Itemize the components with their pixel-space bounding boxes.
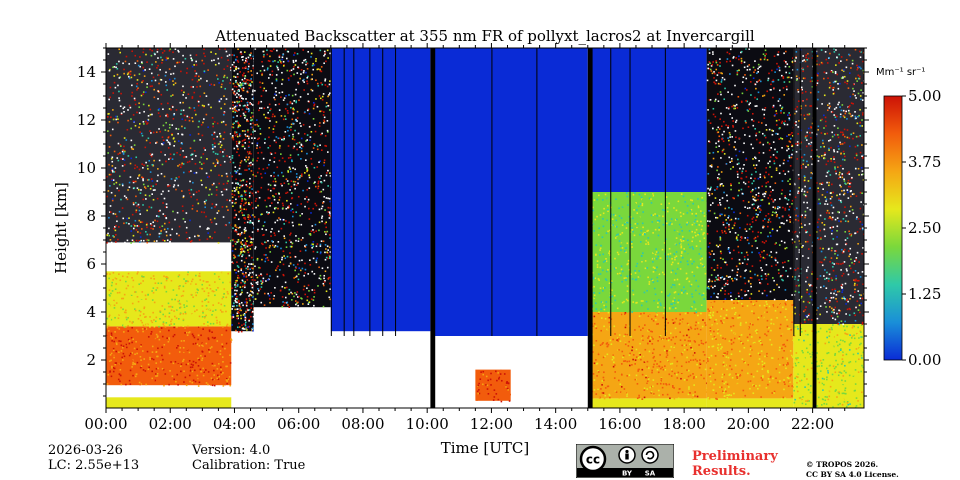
y-tick-label: 6: [86, 255, 96, 273]
copyright-line-1: © TROPOS 2026.: [806, 460, 879, 469]
thin-data-gap: [491, 48, 493, 336]
thin-data-gap: [793, 48, 795, 336]
preliminary-results: Preliminary Results.: [692, 449, 778, 479]
cc-by-sa-badge: cc BY SA: [576, 444, 674, 478]
calibration-label: Calibration: True: [192, 458, 306, 473]
thin-data-gap: [369, 48, 371, 336]
thin-data-gap: [330, 48, 332, 336]
copyright-notice: © TROPOS 2026. CC BY SA 4.0 License.: [806, 460, 899, 480]
sa-share-icon: [641, 446, 659, 464]
region-noise: [793, 48, 864, 326]
region-noise-dark: [231, 48, 256, 333]
y-axis: 2 4 6 8 10 12 14: [77, 47, 869, 397]
x-tick-label: 14:00: [534, 415, 577, 433]
thin-data-gap: [395, 48, 397, 336]
info-block-right: Version: 4.0 Calibration: True: [192, 443, 305, 473]
region-clean: [433, 48, 588, 336]
region-noise: [106, 48, 233, 244]
thin-data-gap: [343, 48, 345, 336]
thin-data-gap: [536, 48, 538, 336]
x-tick-label: 22:00: [791, 415, 834, 433]
x-tick-label: 16:00: [598, 415, 641, 433]
region-noise-dark: [253, 48, 333, 309]
regions-layer: [106, 48, 864, 408]
thin-data-gap: [382, 48, 384, 336]
data-gap: [812, 48, 817, 408]
colorbar-tick-label: 2.50: [908, 219, 941, 237]
colorbar-tick-label: 3.75: [908, 153, 941, 171]
region-aerosol: [106, 271, 233, 328]
region-cloud: [253, 307, 331, 399]
sa-label: SA: [645, 470, 656, 478]
y-tick-label: 14: [77, 63, 96, 81]
region-aerosol: [590, 192, 709, 314]
region-noise-dark: [706, 48, 795, 301]
thin-data-gap: [799, 48, 801, 336]
x-tick-label: 08:00: [341, 415, 384, 433]
thin-data-gap: [353, 48, 355, 336]
x-tick-label: 10:00: [406, 415, 449, 433]
gaps-layer: [330, 48, 817, 408]
y-tick-label: 10: [77, 159, 96, 177]
region-cloud: [106, 242, 232, 272]
x-axis-label: Time [UTC]: [441, 439, 530, 457]
colorbar: [883, 95, 903, 361]
x-tick-label: 12:00: [470, 415, 513, 433]
region-cloud: [330, 331, 431, 399]
copyright-line-2: CC BY SA 4.0 License.: [806, 470, 899, 479]
cc-icon-text: cc: [586, 453, 600, 467]
date-label: 2026-03-26: [48, 443, 123, 458]
x-tick-label: 02:00: [149, 415, 192, 433]
x-axis: 00:00 02:00 04:00 06:00 08:00 10:00 12:00 14:00…: [84, 43, 846, 433]
lc-label: LC: 2.55e+13: [48, 458, 140, 473]
colorbar-tick-label: 1.25: [908, 285, 941, 303]
preliminary-line-2: Results.: [692, 464, 751, 479]
y-tick-label: 2: [86, 351, 96, 369]
region-aerosol: [793, 324, 864, 408]
colorbar-tick-label: 0.00: [908, 351, 941, 369]
data-gap: [587, 48, 593, 408]
version-label: Version: 4.0: [192, 443, 271, 458]
region-aerosol: [706, 300, 795, 400]
colorbar-tick-label: 5.00: [908, 87, 941, 105]
region-surface: [706, 398, 794, 408]
region-clear: [106, 385, 232, 398]
preliminary-line-1: Preliminary: [692, 449, 778, 464]
x-tick-label: 18:00: [663, 415, 706, 433]
y-tick-label: 4: [86, 303, 96, 321]
y-tick-label: 12: [77, 111, 96, 129]
thin-data-gap: [664, 48, 666, 336]
x-tick-label: 06:00: [277, 415, 320, 433]
cc-icon: [579, 445, 607, 473]
region-surface: [106, 397, 232, 408]
region-clean: [590, 48, 707, 192]
region-aerosol: [106, 326, 233, 387]
colorbar-ticks: 0.00 1.25 2.50 3.75 5.00: [902, 87, 941, 369]
by-label: BY: [622, 470, 633, 478]
x-tick-label: 20:00: [727, 415, 770, 433]
colorbar-unit-label: Mm⁻¹ sr⁻¹: [876, 67, 925, 78]
thin-data-gap: [610, 48, 612, 336]
chart-title: Attenuated Backscatter at 355 nm FR of p…: [214, 27, 755, 45]
thin-data-gap: [629, 48, 631, 336]
plot-area: [106, 48, 864, 408]
region-surface: [590, 398, 707, 408]
region-clean: [330, 48, 431, 332]
y-axis-label: Height [km]: [52, 182, 70, 274]
info-block-left: 2026-03-26 LC: 2.55e+13: [48, 443, 139, 473]
y-tick-label: 8: [86, 207, 96, 225]
data-gap: [430, 48, 436, 408]
region-aerosol: [590, 312, 709, 400]
x-tick-label: 04:00: [213, 415, 256, 433]
region-aerosol: [475, 369, 511, 403]
x-tick-label: 00:00: [84, 415, 127, 433]
